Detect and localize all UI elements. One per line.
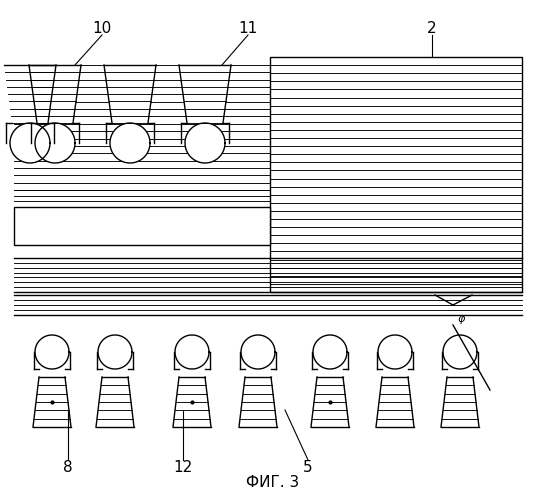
Polygon shape xyxy=(239,377,277,427)
Polygon shape xyxy=(102,369,128,377)
Polygon shape xyxy=(441,377,479,427)
Polygon shape xyxy=(376,377,414,427)
Text: 5: 5 xyxy=(303,461,313,476)
Circle shape xyxy=(35,123,75,163)
Polygon shape xyxy=(33,377,71,427)
Polygon shape xyxy=(39,369,65,377)
Circle shape xyxy=(175,335,209,369)
Circle shape xyxy=(313,335,347,369)
Text: ФИГ. 3: ФИГ. 3 xyxy=(246,475,300,490)
Text: 2: 2 xyxy=(427,20,437,35)
Polygon shape xyxy=(245,369,271,377)
Polygon shape xyxy=(104,65,156,123)
Text: 12: 12 xyxy=(173,461,193,476)
Text: $\varphi$: $\varphi$ xyxy=(457,314,467,326)
Circle shape xyxy=(378,335,412,369)
Polygon shape xyxy=(29,65,81,123)
Text: 8: 8 xyxy=(63,461,73,476)
Circle shape xyxy=(10,123,50,163)
Circle shape xyxy=(110,123,150,163)
Polygon shape xyxy=(4,65,56,123)
Circle shape xyxy=(241,335,275,369)
Polygon shape xyxy=(173,377,211,427)
Polygon shape xyxy=(311,377,349,427)
Circle shape xyxy=(35,335,69,369)
Polygon shape xyxy=(179,369,205,377)
Polygon shape xyxy=(447,369,473,377)
Text: 10: 10 xyxy=(92,20,112,35)
Polygon shape xyxy=(179,65,231,123)
Text: 11: 11 xyxy=(238,20,258,35)
Circle shape xyxy=(98,335,132,369)
Polygon shape xyxy=(317,369,343,377)
Polygon shape xyxy=(382,369,408,377)
Circle shape xyxy=(443,335,477,369)
Polygon shape xyxy=(14,207,270,245)
Circle shape xyxy=(185,123,225,163)
Polygon shape xyxy=(96,377,134,427)
